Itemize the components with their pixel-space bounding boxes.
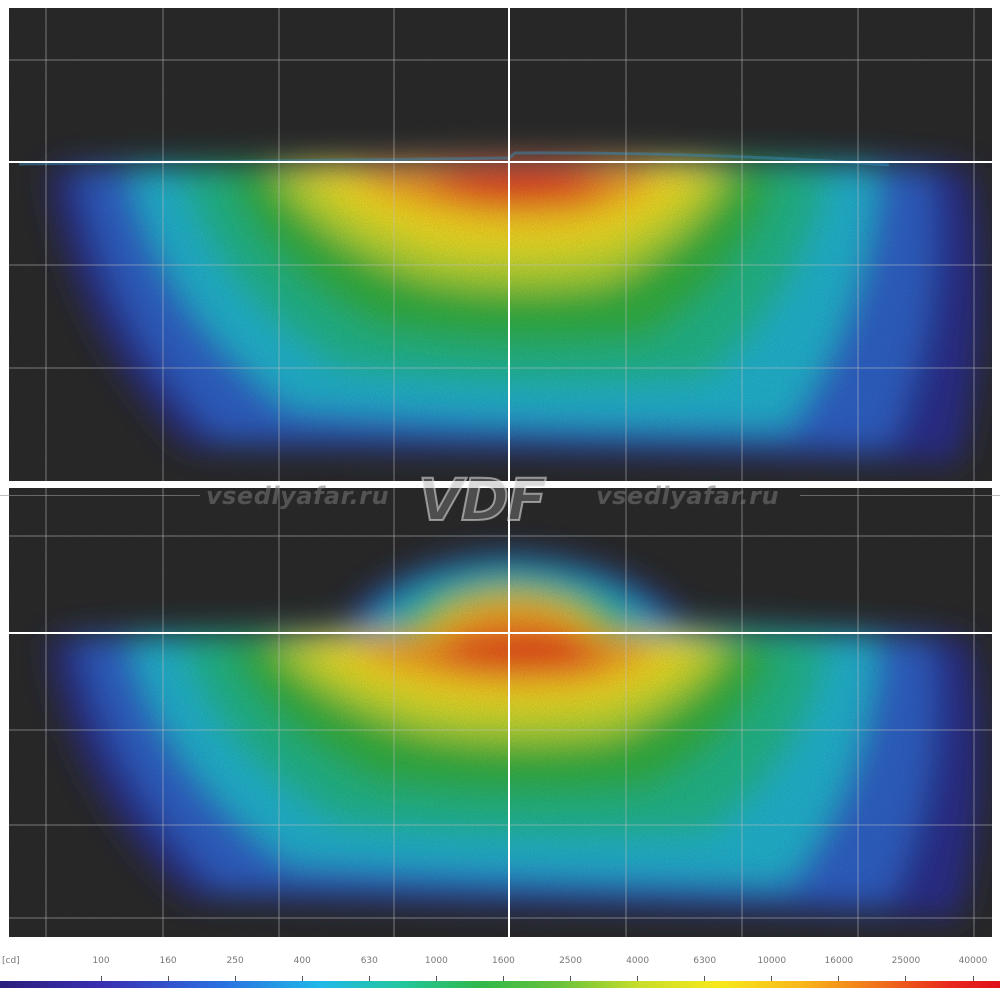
top-beam-heatmap (9, 8, 992, 481)
scale-tick-label: 4000 (626, 956, 650, 966)
colorbar (0, 981, 1000, 988)
scale-tick-label: 250 (226, 956, 244, 966)
colorbar-tick (637, 976, 639, 981)
intensity-scale: [cd] 100 160 250 400 630 1000 1600 2500 4000 6300… (0, 950, 1000, 1000)
colorbar-tick (167, 976, 169, 981)
colorbar-tick (972, 976, 974, 981)
isolux-panel-top (9, 8, 992, 481)
colorbar-tick (301, 976, 303, 981)
colorbar-tick (771, 976, 773, 981)
colorbar-tick (838, 976, 840, 981)
scale-tick-label: 1000 (424, 956, 448, 966)
colorbar-tick (905, 976, 907, 981)
colorbar-tick (435, 976, 437, 981)
scale-tick-label: 16000 (824, 956, 854, 966)
noise-overlay (9, 8, 992, 481)
scale-tick-label: 630 (360, 956, 378, 966)
scale-tick-label: 25000 (891, 956, 921, 966)
isolux-panel-bottom (9, 488, 992, 937)
scale-tick-label: 400 (293, 956, 311, 966)
scale-tick-label: 10000 (757, 956, 787, 966)
colorbar-tick (234, 976, 236, 981)
scale-tick-label: 6300 (693, 956, 717, 966)
scale-tick-label: 2500 (559, 956, 582, 966)
noise-overlay (9, 488, 992, 937)
bottom-beam-heatmap (9, 488, 992, 937)
scale-unit-label: [cd] (2, 956, 20, 966)
colorbar-tick (704, 976, 706, 981)
colorbar-tick (100, 976, 102, 981)
scale-tick-label: 40000 (958, 956, 988, 966)
scale-tick-label: 100 (92, 956, 110, 966)
scale-tick-label: 160 (159, 956, 177, 966)
scale-tick-label: 1600 (492, 956, 515, 966)
colorbar-tick (502, 976, 504, 981)
colorbar-tick (368, 976, 370, 981)
scale-tick-labels: 100 160 250 400 630 1000 1600 2500 4000 6300 10000… (0, 956, 1000, 970)
colorbar-tick (570, 976, 572, 981)
